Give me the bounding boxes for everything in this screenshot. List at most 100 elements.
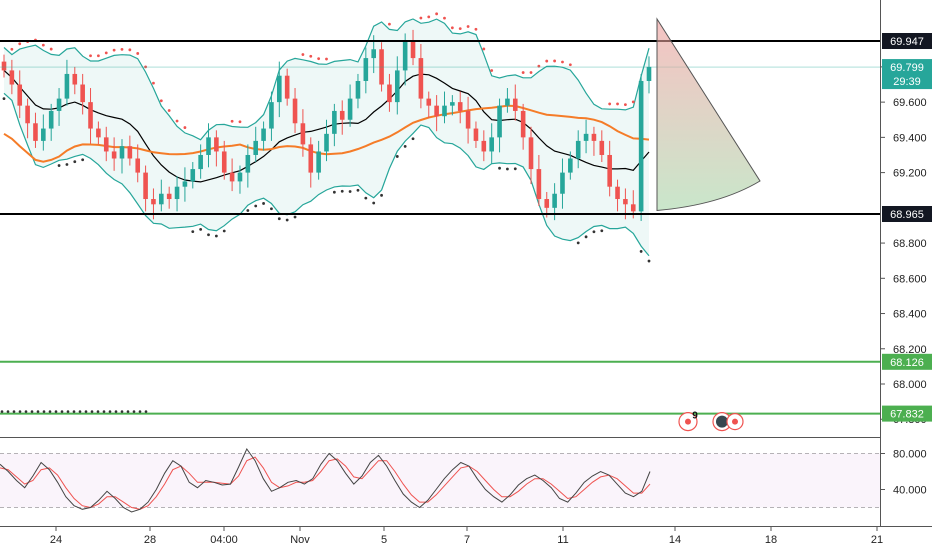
candle-bearish[interactable] <box>410 40 416 59</box>
candle-bearish[interactable] <box>623 199 628 205</box>
time-axis[interactable]: 24 28 04:00 Nov 5 7 11 14 18 21 <box>0 526 932 546</box>
candle-bullish[interactable] <box>402 40 408 71</box>
stop-dot <box>584 235 588 239</box>
candle-bullish[interactable] <box>497 105 502 138</box>
candle-bearish[interactable] <box>72 73 78 85</box>
candle-bearish[interactable] <box>1 61 7 71</box>
candle-bearish[interactable] <box>221 151 227 173</box>
forecast-wedge[interactable] <box>656 17 761 212</box>
stop-dot <box>277 217 281 221</box>
candle-bullish[interactable] <box>363 58 369 81</box>
candle-bearish[interactable] <box>9 70 15 85</box>
candle-bearish[interactable] <box>630 204 636 212</box>
event-markers[interactable]: 9 <box>678 411 744 432</box>
candle-bearish[interactable] <box>33 123 38 141</box>
candle-bullish[interactable] <box>450 102 455 106</box>
candle-bullish[interactable] <box>237 172 243 182</box>
candle-bullish[interactable] <box>245 154 251 173</box>
candle-bullish[interactable] <box>56 98 62 111</box>
candle-bearish[interactable] <box>80 84 85 103</box>
candle-bullish[interactable] <box>552 193 557 208</box>
candle-bearish[interactable] <box>103 137 109 152</box>
stop-dot <box>490 69 494 72</box>
candle-bearish[interactable] <box>292 98 298 124</box>
flag-icon <box>716 415 728 428</box>
candle-bullish[interactable] <box>277 75 282 103</box>
candle-bearish[interactable] <box>151 199 156 205</box>
candle-bearish[interactable] <box>111 151 117 159</box>
candle-bullish[interactable] <box>568 158 573 173</box>
candle-bearish[interactable] <box>418 58 424 99</box>
candle-bullish[interactable] <box>646 66 652 81</box>
candle-bullish[interactable] <box>206 137 211 155</box>
candle-bearish[interactable] <box>127 146 133 159</box>
candle-bearish[interactable] <box>339 110 345 120</box>
candle-bearish[interactable] <box>481 140 487 152</box>
candle-bearish[interactable] <box>607 154 612 187</box>
candle-bullish[interactable] <box>174 186 180 200</box>
candle-bullish[interactable] <box>316 151 321 173</box>
candle-bullish[interactable] <box>560 172 565 194</box>
candle-bearish[interactable] <box>229 172 235 182</box>
candle-bearish[interactable] <box>591 133 597 141</box>
bollinger-lower-line[interactable] <box>3 92 650 257</box>
candle-bullish[interactable] <box>119 146 125 159</box>
candle-bullish[interactable] <box>48 110 54 129</box>
candle-bearish[interactable] <box>17 84 23 106</box>
candle-bullish[interactable] <box>638 80 644 212</box>
price-scale[interactable]: 69.80069.60069.40069.20068.80068.60068.4… <box>880 0 932 526</box>
candle-bearish[interactable] <box>465 110 471 129</box>
candle-bullish[interactable] <box>269 102 274 129</box>
candle-bullish[interactable] <box>324 133 329 152</box>
candle-bullish[interactable] <box>347 98 353 120</box>
candle-bearish[interactable] <box>96 128 101 138</box>
candle-bearish[interactable] <box>25 105 30 124</box>
candle-bullish[interactable] <box>253 140 259 155</box>
candle-bearish[interactable] <box>599 140 605 155</box>
candle-bullish[interactable] <box>355 80 361 99</box>
candle-bullish[interactable] <box>190 169 196 182</box>
candle-bearish[interactable] <box>88 102 93 129</box>
candle-bullish[interactable] <box>394 70 400 103</box>
candle-bullish[interactable] <box>182 181 188 187</box>
candle-bearish[interactable] <box>544 199 550 208</box>
candle-bearish[interactable] <box>520 110 526 138</box>
candle-bullish[interactable] <box>442 105 447 117</box>
candle-bearish[interactable] <box>387 84 392 103</box>
candle-bearish[interactable] <box>308 144 314 173</box>
candle-bullish[interactable] <box>261 128 266 141</box>
candle-bearish[interactable] <box>143 172 148 200</box>
stop-dot <box>136 52 140 55</box>
stoch-k-line[interactable] <box>0 448 651 513</box>
candle-bullish[interactable] <box>198 154 203 170</box>
candle-bullish[interactable] <box>41 128 46 141</box>
forecast-pie-drawing[interactable] <box>656 17 761 212</box>
candle-bullish[interactable] <box>159 193 164 205</box>
candle-bearish[interactable] <box>434 105 439 117</box>
candle-bullish[interactable] <box>64 73 70 99</box>
candle-bearish[interactable] <box>426 98 432 106</box>
candle-bearish[interactable] <box>615 186 620 200</box>
price-pane[interactable] <box>0 12 880 415</box>
bollinger-upper-line[interactable] <box>3 18 650 141</box>
candle-bearish[interactable] <box>473 128 479 141</box>
candle-bullish[interactable] <box>489 137 494 152</box>
candle-bearish[interactable] <box>457 102 463 111</box>
candle-bullish[interactable] <box>332 110 337 134</box>
candle-bearish[interactable] <box>166 193 172 200</box>
candle-bearish[interactable] <box>284 75 290 99</box>
stochastic-pane[interactable] <box>0 448 880 513</box>
candle-bearish[interactable] <box>512 98 518 111</box>
candle-bearish[interactable] <box>135 158 141 173</box>
candle-bearish[interactable] <box>214 137 219 152</box>
candle-bullish[interactable] <box>505 98 510 106</box>
price-tick-label: 69.600 <box>893 97 927 109</box>
candle-bearish[interactable] <box>536 169 542 200</box>
candle-bullish[interactable] <box>371 49 376 59</box>
candle-bullish[interactable] <box>583 133 589 141</box>
stoch-d-line[interactable] <box>0 456 651 510</box>
candle-bearish[interactable] <box>528 137 534 170</box>
candle-bearish[interactable] <box>300 123 306 145</box>
candle-bullish[interactable] <box>575 140 581 159</box>
